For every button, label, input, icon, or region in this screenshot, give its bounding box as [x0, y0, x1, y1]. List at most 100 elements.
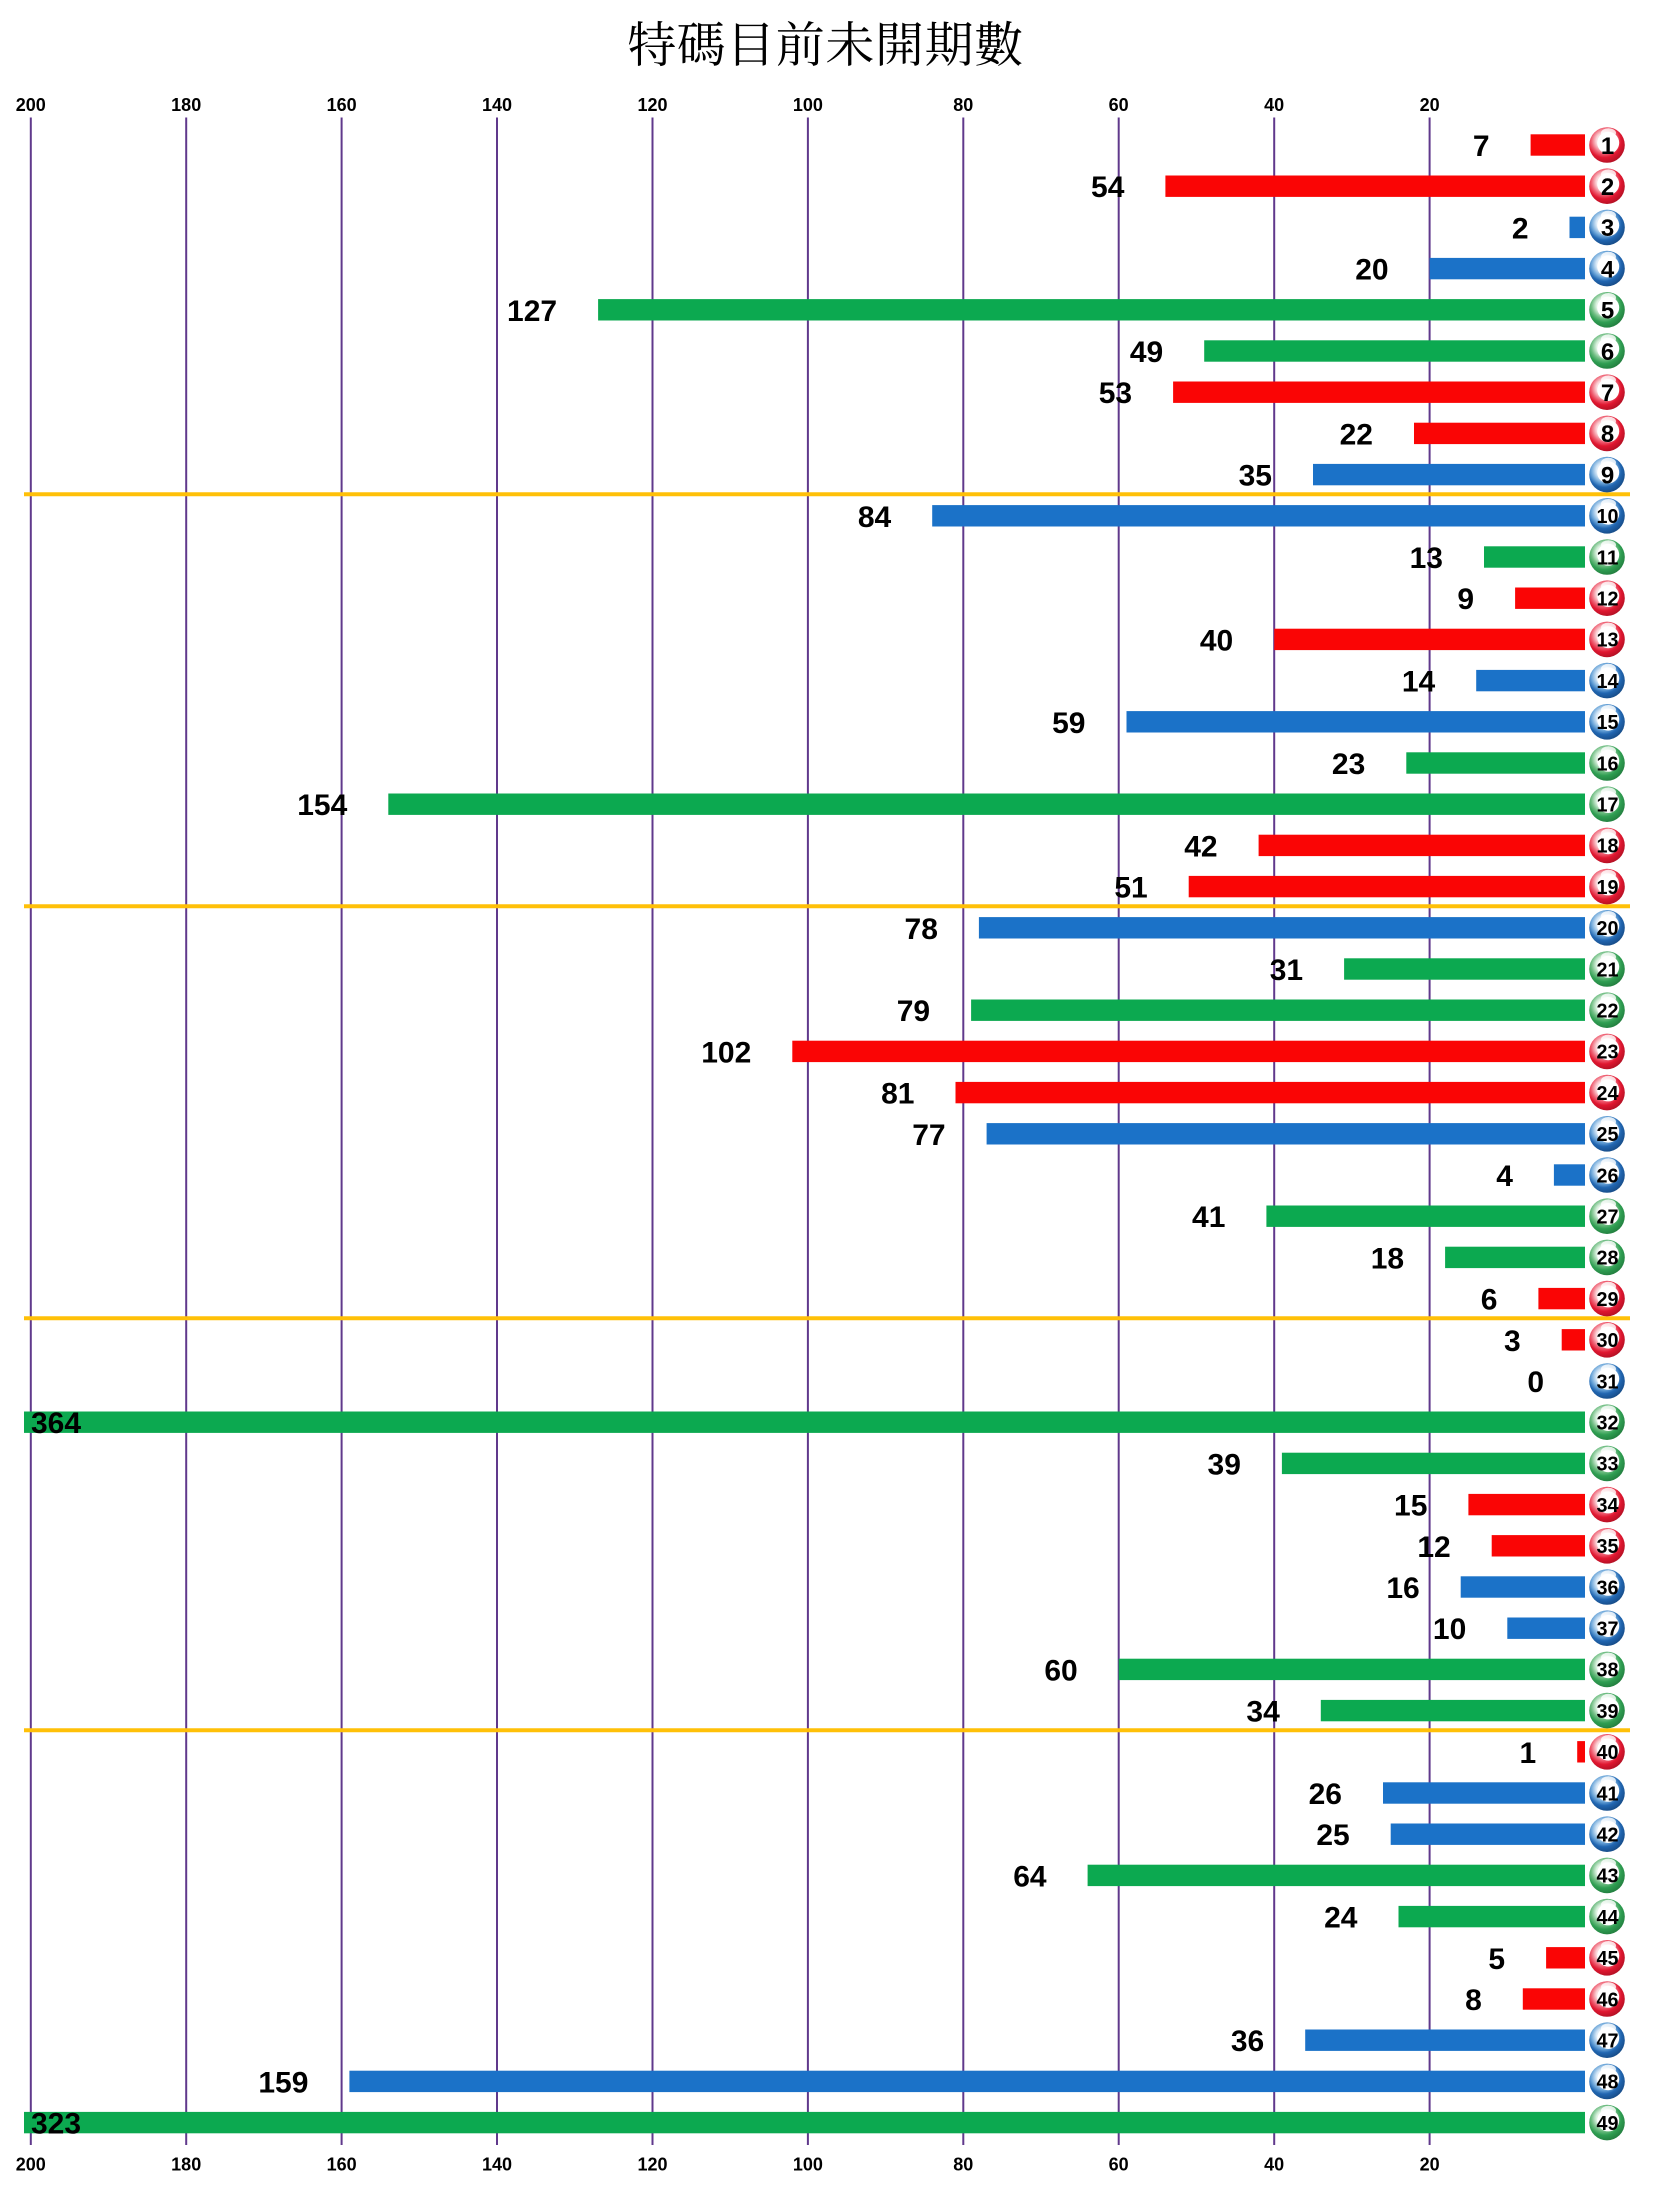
- svg-text:38: 38: [1597, 1660, 1619, 1682]
- svg-text:364: 364: [31, 1407, 81, 1440]
- svg-text:26: 26: [1309, 1778, 1342, 1811]
- svg-text:35: 35: [1597, 1536, 1619, 1558]
- svg-text:43: 43: [1597, 1866, 1619, 1888]
- svg-text:34: 34: [1597, 1495, 1620, 1517]
- svg-text:40: 40: [1264, 2155, 1284, 2175]
- svg-text:100: 100: [793, 2155, 823, 2175]
- svg-text:49: 49: [1597, 2113, 1619, 2135]
- svg-text:80: 80: [953, 95, 973, 115]
- svg-text:53: 53: [1099, 377, 1132, 410]
- svg-text:7: 7: [1601, 380, 1614, 407]
- svg-text:120: 120: [637, 2155, 667, 2175]
- svg-text:19: 19: [1597, 877, 1619, 899]
- svg-text:160: 160: [327, 2155, 357, 2175]
- svg-text:21: 21: [1597, 959, 1619, 981]
- svg-text:6: 6: [1601, 339, 1614, 366]
- svg-text:2: 2: [1512, 212, 1529, 245]
- svg-text:12: 12: [1597, 589, 1619, 611]
- svg-text:34: 34: [1246, 1696, 1280, 1729]
- svg-text:47: 47: [1597, 2031, 1619, 2053]
- svg-text:48: 48: [1597, 2072, 1619, 2094]
- svg-text:59: 59: [1052, 707, 1085, 740]
- svg-text:12: 12: [1417, 1531, 1450, 1564]
- svg-text:60: 60: [1044, 1654, 1077, 1687]
- svg-text:23: 23: [1597, 1042, 1619, 1064]
- svg-text:77: 77: [912, 1119, 945, 1152]
- svg-text:42: 42: [1184, 830, 1217, 863]
- svg-text:64: 64: [1013, 1860, 1047, 1893]
- svg-text:24: 24: [1597, 1083, 1620, 1105]
- svg-text:8: 8: [1465, 1984, 1482, 2017]
- svg-text:32: 32: [1597, 1413, 1619, 1435]
- svg-text:180: 180: [171, 95, 201, 115]
- svg-text:102: 102: [701, 1036, 751, 1069]
- svg-text:11: 11: [1597, 547, 1619, 569]
- svg-text:14: 14: [1597, 671, 1620, 693]
- svg-text:20: 20: [1597, 918, 1619, 940]
- svg-text:4: 4: [1496, 1160, 1513, 1193]
- svg-text:40: 40: [1200, 624, 1233, 657]
- svg-text:323: 323: [31, 2108, 81, 2141]
- svg-text:6: 6: [1481, 1284, 1498, 1317]
- svg-text:13: 13: [1410, 542, 1443, 575]
- svg-text:127: 127: [507, 295, 557, 328]
- svg-text:9: 9: [1457, 583, 1474, 616]
- svg-text:1: 1: [1520, 1737, 1537, 1770]
- svg-text:31: 31: [1270, 954, 1303, 987]
- svg-text:20: 20: [1420, 2155, 1440, 2175]
- svg-text:36: 36: [1231, 2025, 1264, 2058]
- svg-text:28: 28: [1597, 1248, 1619, 1270]
- svg-text:84: 84: [858, 501, 892, 534]
- svg-text:0: 0: [1527, 1366, 1544, 1399]
- svg-text:3: 3: [1504, 1325, 1521, 1358]
- svg-text:140: 140: [482, 95, 512, 115]
- svg-text:1: 1: [1601, 133, 1614, 160]
- svg-text:46: 46: [1597, 1989, 1619, 2011]
- svg-text:8: 8: [1601, 421, 1614, 448]
- svg-text:180: 180: [171, 2155, 201, 2175]
- svg-text:16: 16: [1386, 1572, 1419, 1605]
- svg-text:40: 40: [1264, 95, 1284, 115]
- svg-text:22: 22: [1597, 1001, 1619, 1023]
- svg-text:200: 200: [16, 2155, 46, 2175]
- svg-text:100: 100: [793, 95, 823, 115]
- svg-text:9: 9: [1601, 462, 1614, 489]
- svg-text:36: 36: [1597, 1577, 1619, 1599]
- svg-text:24: 24: [1324, 1902, 1358, 1935]
- svg-text:5: 5: [1601, 298, 1614, 325]
- svg-text:10: 10: [1433, 1613, 1466, 1646]
- svg-text:14: 14: [1402, 666, 1436, 699]
- svg-text:23: 23: [1332, 748, 1365, 781]
- svg-text:2: 2: [1601, 174, 1614, 201]
- svg-text:17: 17: [1597, 795, 1619, 817]
- svg-text:78: 78: [905, 913, 938, 946]
- svg-text:42: 42: [1597, 1825, 1619, 1847]
- svg-text:51: 51: [1114, 872, 1147, 905]
- svg-text:40: 40: [1597, 1742, 1619, 1764]
- svg-text:140: 140: [482, 2155, 512, 2175]
- svg-text:44: 44: [1597, 1907, 1620, 1929]
- svg-text:160: 160: [327, 95, 357, 115]
- svg-text:15: 15: [1394, 1490, 1427, 1523]
- svg-text:79: 79: [897, 995, 930, 1028]
- svg-text:45: 45: [1597, 1948, 1619, 1970]
- svg-text:41: 41: [1597, 1783, 1619, 1805]
- svg-text:18: 18: [1371, 1242, 1404, 1275]
- svg-text:60: 60: [1109, 95, 1129, 115]
- svg-text:80: 80: [953, 2155, 973, 2175]
- svg-text:22: 22: [1340, 418, 1373, 451]
- svg-text:60: 60: [1109, 2155, 1129, 2175]
- svg-text:25: 25: [1316, 1819, 1349, 1852]
- svg-text:25: 25: [1597, 1124, 1619, 1146]
- svg-text:13: 13: [1597, 630, 1619, 652]
- svg-text:16: 16: [1597, 753, 1619, 775]
- svg-text:30: 30: [1597, 1330, 1619, 1352]
- svg-text:26: 26: [1597, 1165, 1619, 1187]
- svg-text:41: 41: [1192, 1201, 1225, 1234]
- svg-text:37: 37: [1597, 1619, 1619, 1641]
- svg-text:20: 20: [1355, 254, 1388, 287]
- svg-text:159: 159: [258, 2066, 308, 2099]
- svg-text:4: 4: [1601, 256, 1615, 283]
- svg-text:35: 35: [1239, 460, 1272, 493]
- svg-text:20: 20: [1420, 95, 1440, 115]
